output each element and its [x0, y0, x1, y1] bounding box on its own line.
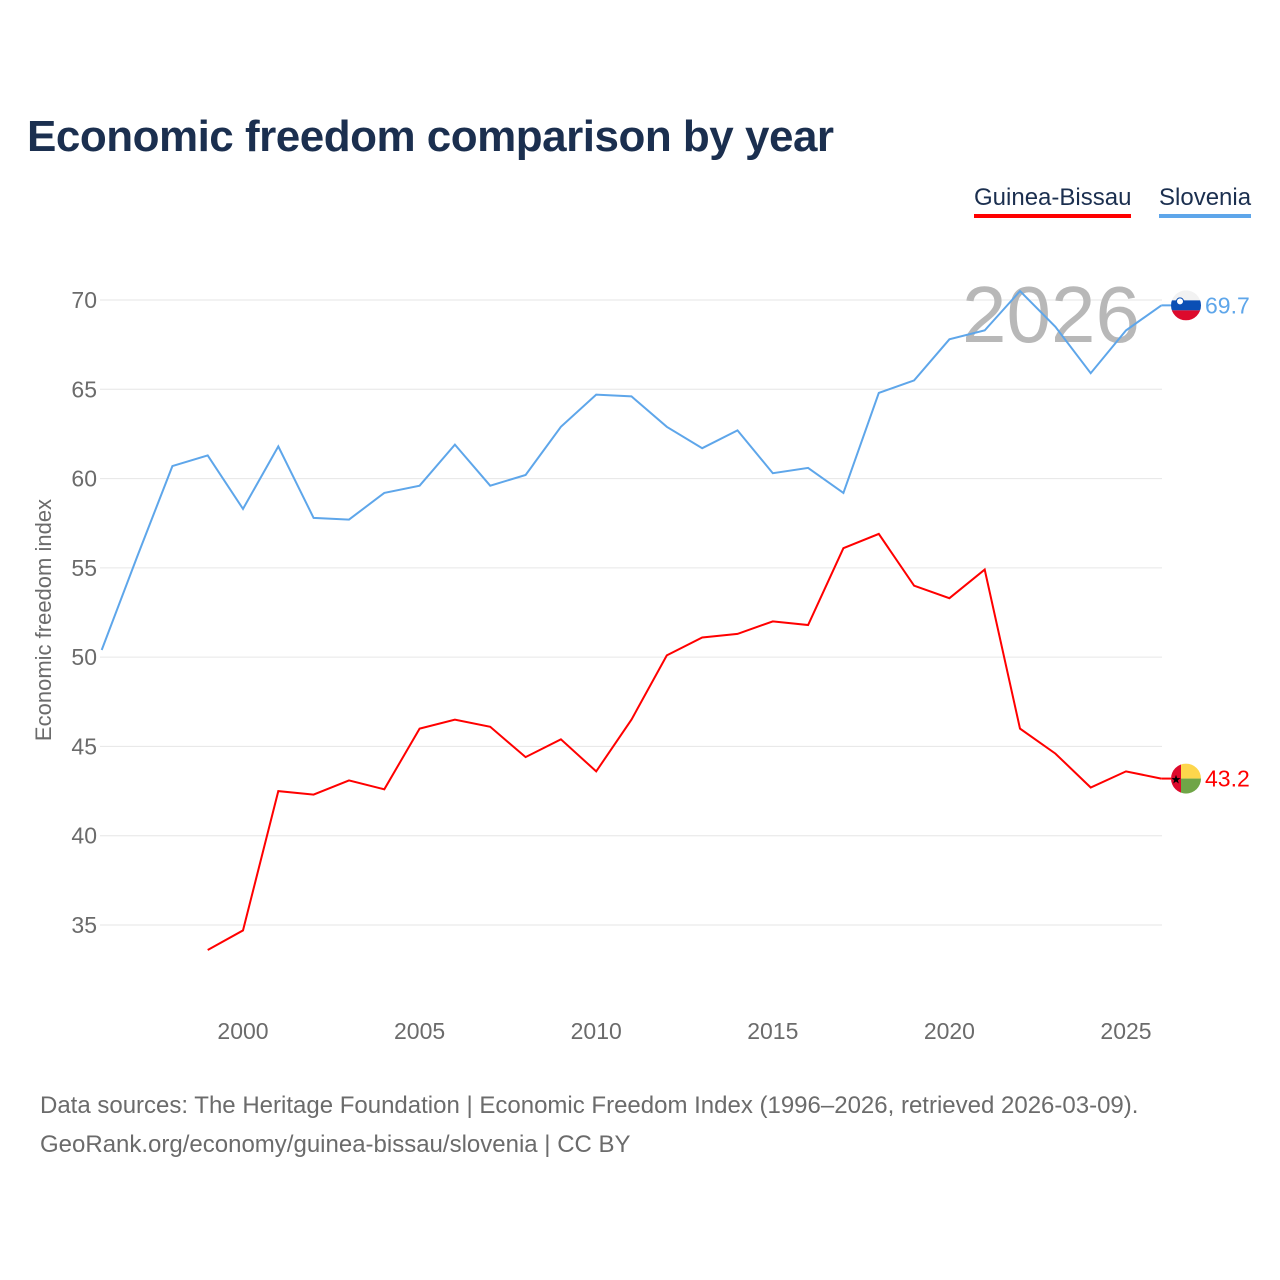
svg-text:★: ★: [1171, 773, 1182, 787]
series-line-guinea-bissau: [207, 532, 1162, 951]
footer-link[interactable]: GeoRank.org/economy/guinea-bissau/sloven…: [40, 1131, 631, 1158]
slovenia-flag-icon: [1171, 290, 1201, 321]
y-tick-label: 70: [71, 287, 97, 313]
year-watermark: 2026: [962, 270, 1140, 359]
x-tick-label: 2020: [924, 1018, 975, 1044]
footer-sources: Data sources: The Heritage Foundation | …: [40, 1092, 1139, 1119]
end-value-label: 69.7: [1205, 292, 1250, 318]
x-tick-label: 2025: [1100, 1018, 1151, 1044]
x-tick-label: 2000: [217, 1018, 268, 1044]
series-line-slovenia: [100, 289, 1162, 651]
chart-title: Economic freedom comparison by year: [27, 112, 834, 161]
y-tick-label: 45: [71, 733, 97, 759]
guinea-bissau-flag-icon: ★: [1171, 763, 1201, 794]
y-tick-label: 55: [71, 555, 97, 581]
legend-guinea-bissau[interactable]: Guinea-Bissau: [974, 184, 1132, 218]
y-tick-label: 60: [71, 466, 97, 492]
x-tick-label: 2005: [394, 1018, 445, 1044]
y-tick-label: 40: [71, 823, 97, 849]
y-tick-label: 50: [71, 644, 97, 670]
legend-slovenia[interactable]: Slovenia: [1159, 184, 1252, 218]
y-tick-label: 65: [71, 376, 97, 402]
end-value-label: 43.2: [1205, 766, 1250, 792]
x-tick-label: 2010: [571, 1018, 622, 1044]
y-tick-label: 35: [71, 912, 97, 938]
footer: Data sources: The Heritage Foundation | …: [40, 1086, 1138, 1164]
x-tick-label: 2015: [747, 1018, 798, 1044]
y-axis-label: Economic freedom index: [31, 499, 56, 741]
